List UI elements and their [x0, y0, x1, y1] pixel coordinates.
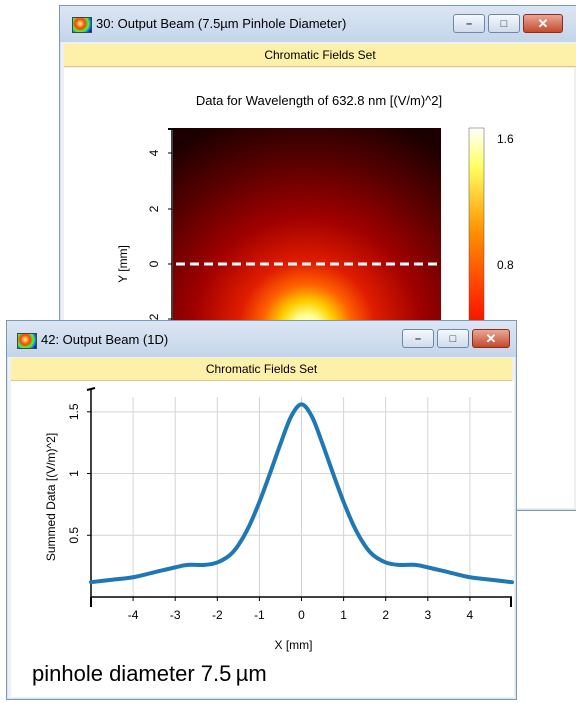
y-tick-label-neg2: -2	[147, 313, 161, 324]
x-tick-label: 1	[340, 608, 347, 622]
minimize-icon: –	[414, 332, 422, 345]
y-axis-end-cap	[86, 387, 96, 391]
front-window-title: 42: Output Beam (1D)	[41, 332, 169, 347]
chromatic-fields-header: Chromatic Fields Set	[64, 44, 576, 67]
y-tick-label: 1	[67, 470, 81, 477]
minimize-button[interactable]: –	[453, 14, 485, 33]
colorbar-tick-1-6: 1.6	[497, 132, 514, 146]
maximize-button[interactable]: □	[488, 14, 520, 33]
y-tick-label: 1.5	[67, 403, 81, 420]
front-window[interactable]: 42: Output Beam (1D) – □ ✕ Chromatic Fie…	[6, 320, 517, 700]
close-icon: ✕	[537, 15, 549, 31]
y-axis-label: Summed Data [(V/m)^2]	[44, 433, 58, 561]
x-axis-label: X [mm]	[275, 638, 313, 652]
y-tick-label: 0.5	[67, 527, 81, 544]
chromatic-fields-header: Chromatic Fields Set	[11, 358, 512, 381]
maximize-icon: □	[449, 332, 457, 345]
x-tick-label: 0	[298, 608, 305, 622]
colorbar-tick-0-8: 0.8	[497, 258, 514, 272]
close-button[interactable]: ✕	[472, 329, 510, 348]
back-window-title: 30: Output Beam (7.5µm Pinhole Diameter)	[96, 16, 347, 31]
x-tick-label: -2	[212, 608, 223, 622]
x-tick-label: -4	[128, 608, 139, 622]
x-tick-label: 4	[467, 608, 474, 622]
back-window-titlebar[interactable]: 30: Output Beam (7.5µm Pinhole Diameter)…	[60, 6, 576, 42]
series-line	[89, 402, 514, 585]
app-icon	[17, 333, 37, 349]
minimize-icon: –	[465, 17, 473, 30]
close-button[interactable]: ✕	[523, 14, 563, 33]
y-tick-label-4: 4	[147, 149, 161, 156]
x-tick-label: 2	[382, 608, 389, 622]
x-tick-label: 3	[424, 608, 431, 622]
x-tick-label: -1	[254, 608, 265, 622]
caption-text: pinhole diameter 7.5 µm	[32, 661, 267, 686]
heatmap-title: Data for Wavelength of 632.8 nm [(V/m)^2…	[196, 93, 442, 108]
minimize-button[interactable]: –	[402, 329, 434, 348]
line-chart: -4 -3 -2 -1 0 1 2 3 4 0.5 1 1.5 X [mm] Summed Data [(…	[44, 387, 514, 652]
front-window-titlebar[interactable]: 42: Output Beam (1D) – □ ✕	[7, 321, 516, 357]
line-plot-area: -4 -3 -2 -1 0 1 2 3 4 0.5 1 1.5 X [mm] Summed Data [(…	[11, 381, 514, 697]
maximize-button[interactable]: □	[437, 329, 469, 348]
y-tick-label-2: 2	[147, 205, 161, 212]
app-icon	[72, 17, 92, 33]
maximize-icon: □	[500, 17, 508, 30]
x-tick-label: -3	[170, 608, 181, 622]
y-tick-label-0: 0	[147, 260, 161, 267]
close-icon: ✕	[485, 330, 497, 346]
heatmap-y-axis-label: Y [mm]	[116, 245, 130, 283]
